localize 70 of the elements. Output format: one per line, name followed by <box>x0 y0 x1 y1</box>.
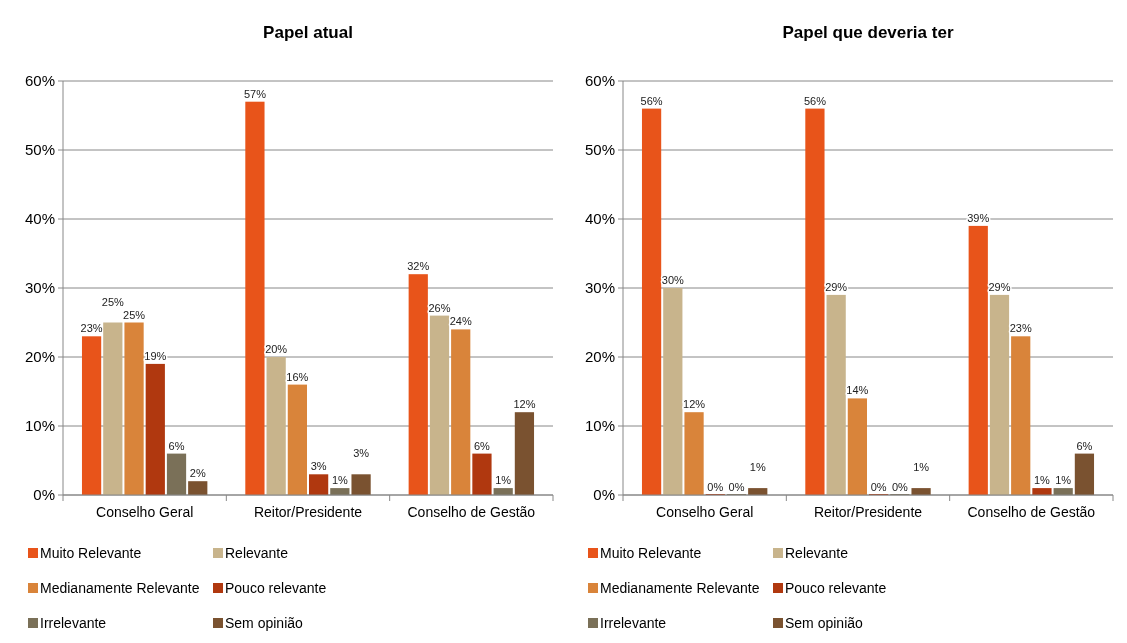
y-tick-label: 50% <box>584 141 615 159</box>
data-label: 1% <box>1034 474 1051 487</box>
data-label: 1% <box>331 474 349 487</box>
data-label: 23% <box>80 322 103 335</box>
data-label: 29% <box>825 280 848 293</box>
data-label: 6% <box>168 439 185 452</box>
legend-label: Muito Relevante <box>40 544 142 561</box>
y-tick-label: 30% <box>584 279 615 297</box>
legend-label: Medianamente Relevante <box>40 579 200 596</box>
x-tick-label: Reitor/Presidente <box>813 504 923 520</box>
y-tick-label: 20% <box>584 348 615 366</box>
data-label: 39% <box>967 211 990 224</box>
legend-label: Sem opinião <box>225 614 304 631</box>
y-tick-label: 60% <box>24 72 55 90</box>
x-tick-label: Conselho Geral <box>656 504 754 520</box>
data-label: 25% <box>123 308 146 321</box>
y-tick-label: 20% <box>24 348 55 366</box>
data-label: 25% <box>101 295 125 308</box>
data-label: 3% <box>310 460 327 473</box>
y-tick-label: 40% <box>584 210 615 228</box>
y-tick-label: 0% <box>593 486 615 504</box>
data-label: 19% <box>144 349 167 362</box>
data-label: 3% <box>353 447 370 460</box>
data-label: 23% <box>1009 322 1032 335</box>
y-tick-label: 50% <box>24 141 55 159</box>
data-label: 1% <box>749 461 766 474</box>
data-label: 12% <box>683 398 706 411</box>
legend-label: Irrelevante <box>600 614 667 631</box>
x-tick-label: Conselho Geral <box>96 504 194 520</box>
data-label: 29% <box>988 280 1011 293</box>
data-label: 16% <box>286 370 309 383</box>
data-label: 56% <box>803 94 827 107</box>
data-label: 1% <box>913 461 930 474</box>
data-label: 57% <box>243 87 267 100</box>
data-label: 2% <box>189 467 206 480</box>
data-label: 24% <box>449 315 472 328</box>
y-tick-label: 0% <box>33 486 55 504</box>
legend-label: Sem opinião <box>785 614 864 631</box>
y-tick-label: 60% <box>584 72 615 90</box>
data-label: 56% <box>640 94 663 107</box>
data-label: 0% <box>728 481 745 493</box>
x-tick-label: Conselho de Gestão <box>407 504 536 520</box>
data-label: 6% <box>474 439 491 452</box>
x-tick-label: Reitor/Presidente <box>253 504 363 520</box>
data-label: 1% <box>495 474 512 487</box>
data-label: 32% <box>407 260 430 273</box>
legend-label: Irrelevante <box>40 614 107 631</box>
y-tick-label: 40% <box>24 210 55 228</box>
data-label: 30% <box>661 274 685 286</box>
data-label: 6% <box>1076 439 1093 452</box>
y-tick-label: 10% <box>24 417 55 435</box>
chart-title: Papel que deveria ter <box>782 23 954 42</box>
data-label: 26% <box>428 301 451 314</box>
data-label: 20% <box>265 343 288 355</box>
data-label: 1% <box>1055 474 1072 487</box>
chart-title: Papel atual <box>263 23 353 42</box>
x-tick-label: Conselho de Gestão <box>967 504 1096 520</box>
legend-label: Medianamente Relevante <box>600 579 760 596</box>
y-tick-label: 10% <box>584 417 615 435</box>
data-label: 0% <box>891 481 909 493</box>
legend-label: Relevante <box>785 544 849 561</box>
data-label: 0% <box>707 481 724 493</box>
y-tick-label: 30% <box>24 279 55 297</box>
data-label: 0% <box>870 481 887 493</box>
legend-label: Pouco relevante <box>225 579 327 596</box>
legend-label: Relevante <box>225 544 289 561</box>
data-label: 14% <box>846 384 869 397</box>
legend-label: Muito Relevante <box>600 544 702 561</box>
legend-label: Pouco relevante <box>785 579 887 596</box>
data-label: 12% <box>513 398 536 411</box>
